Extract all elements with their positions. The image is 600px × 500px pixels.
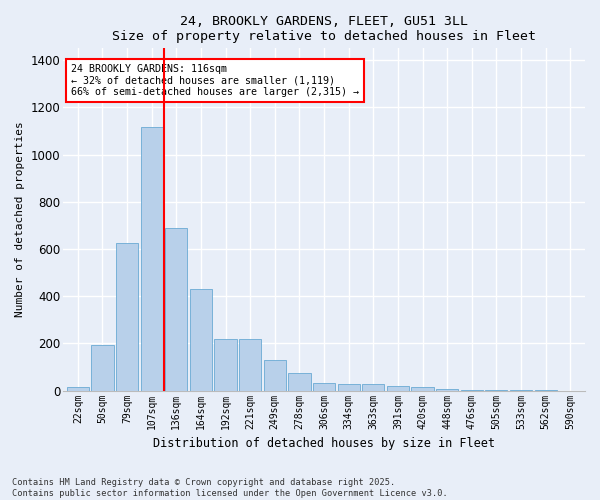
Text: 24 BROOKLY GARDENS: 116sqm
← 32% of detached houses are smaller (1,119)
66% of s: 24 BROOKLY GARDENS: 116sqm ← 32% of deta… (71, 64, 359, 97)
Title: 24, BROOKLY GARDENS, FLEET, GU51 3LL
Size of property relative to detached house: 24, BROOKLY GARDENS, FLEET, GU51 3LL Siz… (112, 15, 536, 43)
Bar (338, 384, 360, 390)
Bar (67, 387, 89, 390)
Bar (239, 338, 261, 390)
Bar (436, 388, 458, 390)
Bar (412, 388, 434, 390)
Bar (91, 344, 113, 391)
X-axis label: Distribution of detached houses by size in Fleet: Distribution of detached houses by size … (153, 437, 495, 450)
Bar (387, 386, 409, 390)
Bar (116, 243, 138, 390)
Bar (190, 289, 212, 390)
Bar (362, 384, 385, 390)
Bar (214, 338, 236, 390)
Bar (289, 373, 311, 390)
Y-axis label: Number of detached properties: Number of detached properties (15, 122, 25, 318)
Bar (165, 228, 187, 390)
Text: Contains HM Land Registry data © Crown copyright and database right 2025.
Contai: Contains HM Land Registry data © Crown c… (12, 478, 448, 498)
Bar (313, 383, 335, 390)
Bar (264, 360, 286, 390)
Bar (140, 128, 163, 390)
